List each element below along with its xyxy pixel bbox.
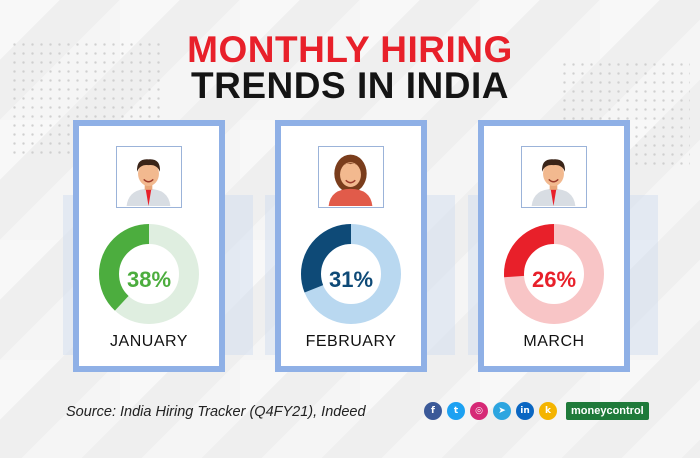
telegram-icon[interactable]: ➤ [493,402,511,420]
linkedin-icon[interactable]: in [516,402,534,420]
percent-label: 31% [328,267,374,292]
donut-arc-january [99,224,199,324]
title-line-2: TRENDS IN INDIA [191,65,509,106]
donut-chart [99,224,199,324]
twitter-icon[interactable]: t [447,402,465,420]
percent-label: 38% [126,267,172,292]
man-avatar-icon [521,146,587,208]
source-text: Source: India Hiring Tracker (Q4FY21), I… [66,404,366,420]
instagram-icon[interactable]: ◎ [470,402,488,420]
man-avatar-icon [116,146,182,208]
month-card-february: 31% FEBRUARY [275,120,427,372]
month-card-january: 38% JANUARY [73,120,225,372]
month-label: FEBRUARY [305,333,397,350]
month-label: JANUARY [110,333,188,350]
donut-chart [301,224,401,324]
title-line-1: MONTHLY HIRING [187,29,513,70]
month-card-march: 26% MARCH [478,120,630,372]
donut-arc-march [504,224,604,324]
brand-logo[interactable]: moneycontrol [566,402,649,420]
facebook-icon[interactable]: f [424,402,442,420]
koo-icon[interactable]: k [539,402,557,420]
month-label: MARCH [523,333,585,350]
woman-avatar-icon [318,146,384,208]
percent-label: 26% [531,267,577,292]
social-icons: f t ◎ ➤ in k [424,402,557,420]
donut-arc-february [301,224,401,324]
donut-chart [504,224,604,324]
page-title: MONTHLY HIRING TRENDS IN INDIA [0,29,700,106]
